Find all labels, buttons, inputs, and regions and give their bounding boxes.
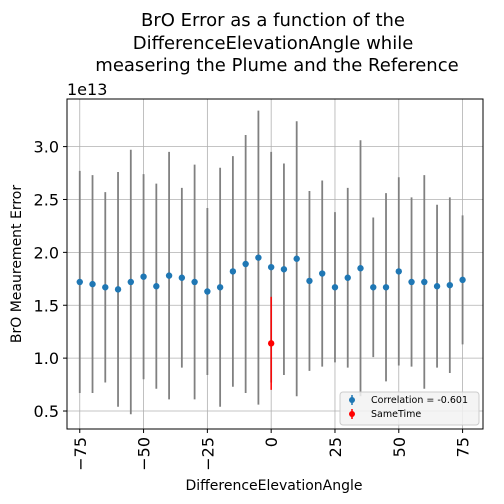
data-point	[191, 278, 198, 286]
data-points	[76, 254, 466, 347]
data-point	[153, 283, 160, 290]
data-point	[127, 278, 135, 286]
data-point	[357, 265, 364, 272]
x-tick-label: 0	[262, 437, 281, 447]
data-point	[216, 284, 224, 291]
data-point	[102, 284, 109, 291]
y-tick-label: 2.5	[34, 190, 59, 209]
data-point	[267, 263, 275, 271]
legend: Correlation = -0.601 SameTime	[339, 391, 480, 426]
y-ticks: 0.5 1.0 1.5 2.0 2.5 3.0	[34, 138, 67, 421]
x-tick-label: 25	[326, 437, 345, 457]
data-point	[306, 277, 313, 285]
x-tick-label: −75	[71, 437, 90, 471]
legend-label-1: Correlation = -0.601	[371, 395, 468, 406]
chart-title-line-2: DifferenceElevationAngle while	[133, 33, 414, 54]
data-point	[114, 286, 122, 293]
x-ticks: −75 −50 −25 0 25 50 75	[71, 429, 473, 471]
data-point	[293, 255, 300, 262]
data-point	[459, 276, 466, 284]
data-point	[319, 270, 326, 277]
data-point	[344, 274, 351, 281]
chart-title-line-3: measering the Plume and the Reference	[95, 55, 458, 76]
error-bars	[78, 110, 464, 415]
grid	[67, 99, 483, 429]
y-tick-label: 0.5	[34, 402, 59, 421]
y-tick-label: 3.0	[34, 138, 59, 157]
legend-label-2: SameTime	[371, 409, 421, 420]
data-point	[76, 278, 83, 286]
data-point	[229, 268, 237, 275]
data-point	[165, 272, 173, 279]
data-point	[446, 281, 454, 289]
data-point	[242, 260, 249, 268]
data-point	[421, 278, 428, 286]
data-point	[382, 284, 390, 291]
x-axis-label: DifferenceElevationAngle	[185, 478, 362, 494]
data-point	[408, 278, 415, 286]
legend-marker-2	[349, 411, 355, 417]
x-tick-label: −25	[198, 437, 217, 471]
data-point	[331, 284, 339, 291]
data-point	[178, 274, 186, 281]
y-tick-label: 1.0	[34, 349, 59, 368]
x-tick-label: 75	[454, 437, 473, 457]
x-tick-label: 50	[390, 437, 409, 457]
data-point	[280, 266, 288, 273]
sametime-point	[267, 340, 275, 347]
data-point	[89, 280, 96, 288]
data-point	[370, 284, 377, 291]
y-offset-text: 1e13	[67, 80, 107, 99]
chart-title-line-1: BrO Error as a function of the	[141, 10, 405, 31]
data-point	[433, 283, 441, 290]
plot-frame	[66, 98, 484, 430]
data-point	[255, 254, 262, 261]
y-tick-label: 2.0	[34, 243, 59, 262]
data-point	[204, 288, 211, 295]
x-tick-label: −50	[135, 437, 154, 471]
data-point	[140, 273, 147, 280]
legend-marker-1	[349, 397, 355, 403]
y-tick-label: 1.5	[34, 296, 59, 315]
data-point	[395, 268, 402, 275]
legend-box	[339, 391, 480, 426]
y-axis-label: BrO Meaurement Error	[9, 185, 25, 343]
